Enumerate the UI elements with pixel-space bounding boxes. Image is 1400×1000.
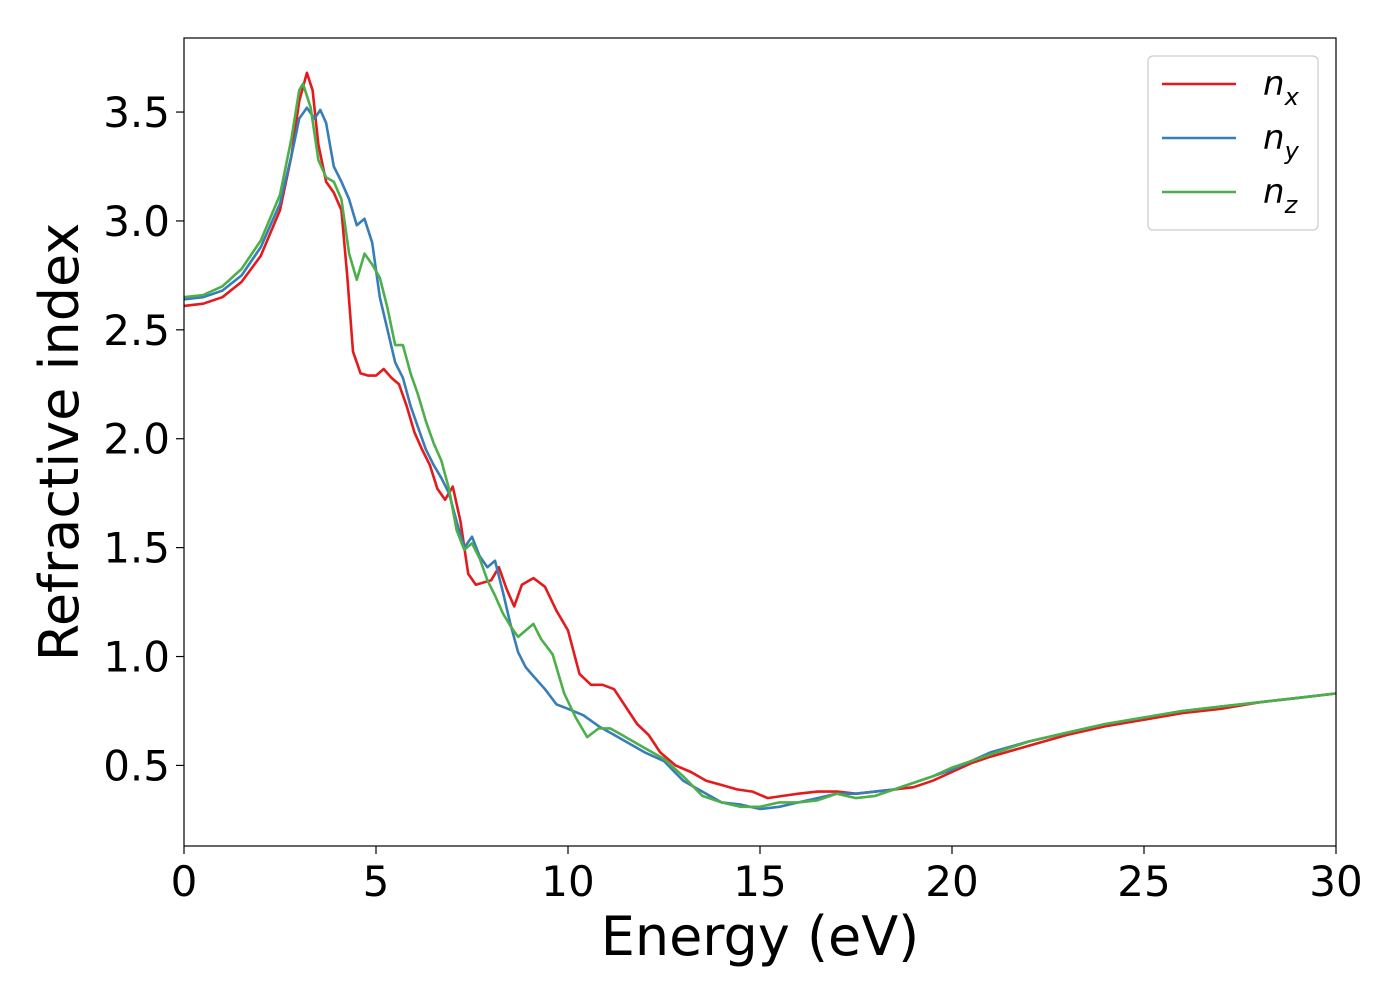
series-line-nx bbox=[184, 71, 1336, 800]
x-axis-label: Energy (eV) bbox=[601, 905, 920, 968]
y-axis-label: Refractive index bbox=[28, 223, 91, 662]
x-tick-label: 0 bbox=[171, 857, 198, 906]
y-tick-label: 2.0 bbox=[103, 415, 170, 464]
y-axis: 0.5 1.0 1.5 2.0 2.5 3.0 3.5 bbox=[103, 88, 184, 790]
series-layer bbox=[184, 71, 1336, 811]
x-tick-label: 15 bbox=[733, 857, 786, 906]
y-tick-label: 0.5 bbox=[103, 741, 170, 790]
y-tick-label: 3.0 bbox=[103, 197, 170, 246]
y-tick-label: 3.5 bbox=[103, 88, 170, 137]
x-axis: 0 5 10 15 20 25 30 bbox=[171, 846, 1363, 906]
series-line-nz bbox=[184, 82, 1336, 809]
x-tick-label: 20 bbox=[925, 857, 978, 906]
legend-box bbox=[1147, 55, 1319, 231]
x-tick-label: 25 bbox=[1117, 857, 1170, 906]
y-tick-label: 2.5 bbox=[103, 306, 170, 355]
legend-label-nz: nz bbox=[1263, 172, 1299, 219]
y-tick-label: 1.5 bbox=[103, 524, 170, 573]
x-tick-label: 10 bbox=[541, 857, 594, 906]
x-tick-label: 30 bbox=[1309, 857, 1362, 906]
x-tick-label: 5 bbox=[363, 857, 390, 906]
y-tick-label: 1.0 bbox=[103, 633, 170, 682]
